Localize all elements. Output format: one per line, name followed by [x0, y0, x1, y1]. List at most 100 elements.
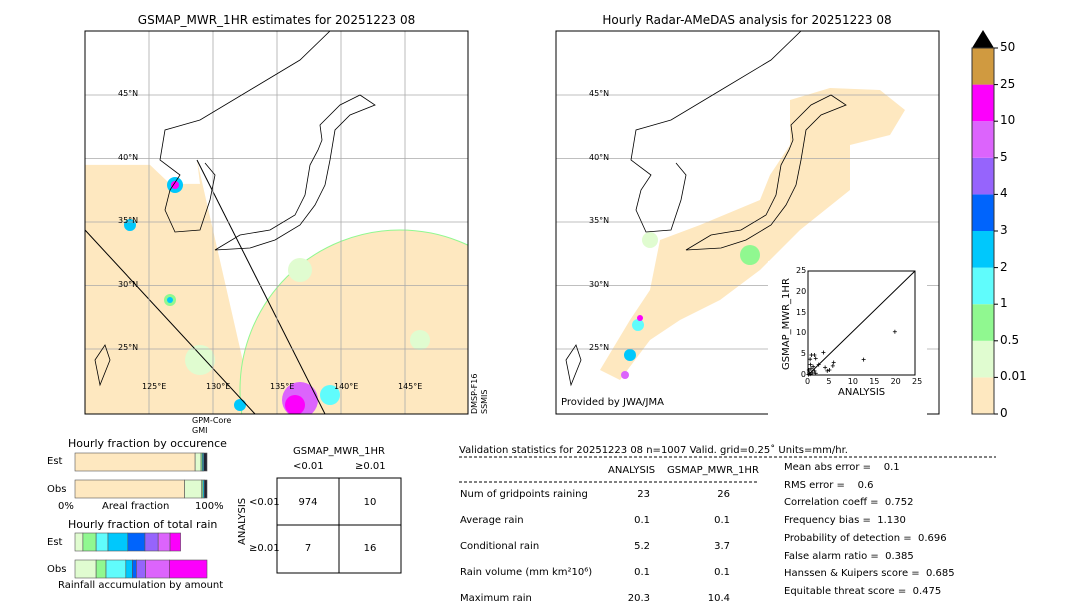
swath-label-gpm: GPM-Core GMI [192, 416, 232, 435]
score-line: RMS error = 0.6 [784, 479, 874, 491]
rain-obs-segment [125, 559, 133, 579]
score-line: Hanssen & Kuipers score = 0.685 [784, 568, 955, 580]
scatter-ytick: 15 [796, 307, 807, 317]
right-map-title: Hourly Radar-AMeDAS analysis for 2025122… [602, 13, 892, 27]
colorbar-tick-label: 25 [1000, 76, 1016, 91]
stats-row-label: Maximum rain [460, 593, 532, 604]
scatter-ytick: 5 [800, 349, 806, 359]
cell-00: 974 [298, 497, 318, 508]
scatter-ytick: 20 [796, 286, 807, 296]
colorbar-segment [972, 48, 994, 85]
occ-xlabel: Areal fraction [102, 501, 170, 512]
colorbar-tick-label: 10 [1000, 113, 1016, 128]
map-body [556, 31, 939, 387]
colorbar-segment [972, 377, 994, 414]
swath-edge [196, 159, 326, 414]
colorbar-tick-label: 5 [1000, 149, 1008, 164]
lon-label: 140°E [334, 382, 359, 391]
stats-row-analysis: 0.1 [634, 567, 650, 578]
rain-est-segment [82, 532, 97, 552]
colorbar-segment [972, 157, 994, 195]
rain-cell [288, 258, 312, 282]
coastline-japan [685, 94, 847, 251]
coastline-asia [159, 31, 331, 233]
rain-cell [410, 330, 430, 350]
occ-tick-100: 100% [195, 501, 224, 512]
scatter-xtick: 15 [869, 377, 880, 386]
cell-01: 10 [363, 497, 377, 508]
lat-label: 45°N [118, 89, 139, 98]
rain-obs-segment [169, 559, 208, 579]
scatter-point [830, 363, 835, 368]
coastline-taiwan [565, 344, 582, 387]
score-line: Mean abs error = 0.1 [784, 462, 900, 473]
scatter-ylabel: GSMAP_MWR_1HR [781, 278, 792, 370]
colorbar-segment [972, 340, 994, 378]
occ-tick-0: 0% [58, 501, 74, 512]
lat-label: 40°N [589, 152, 610, 162]
lat-label: 40°N [118, 152, 139, 162]
rain-est-segment [169, 532, 181, 552]
scatter-point [808, 357, 813, 362]
rain-cell [637, 315, 643, 321]
lat-label: 45°N [589, 89, 610, 98]
scatter-xtick: 20 [890, 377, 901, 386]
stats-row-gsmap: 3.7 [714, 541, 730, 552]
stats-row-analysis: 5.2 [634, 541, 650, 552]
coastline-japan [214, 94, 376, 251]
colorbar-segment [972, 267, 994, 305]
rain-cell [642, 232, 658, 248]
occurrence-title: Hourly fraction by occurence [68, 437, 227, 450]
swath-edge [85, 229, 256, 414]
lon-label: 125°E [142, 382, 167, 391]
rain-obs-segment [145, 559, 170, 579]
scatter-point [808, 362, 813, 367]
stats-row-label: Num of gridpoints raining [460, 489, 588, 500]
scatter-point [831, 360, 836, 365]
score-line: Equitable threat score = 0.475 [784, 585, 942, 597]
rain-est-segment [144, 532, 159, 552]
stats-row-label: Conditional rain [460, 541, 540, 552]
occurrence-est-segment [74, 452, 196, 472]
colorbar-tick-label: 3 [1000, 223, 1008, 237]
rain-est-segment [74, 532, 84, 552]
stats-row-gsmap: 26 [717, 489, 730, 500]
colorbar-segment [972, 231, 994, 268]
colorbar-tick-label: 50 [1000, 40, 1016, 54]
scatter-point [892, 329, 897, 334]
left-map-title: GSMAP_MWR_1HR estimates for 20251223 08 [137, 13, 416, 27]
scatter-point [827, 368, 832, 373]
scatter-point [806, 372, 811, 377]
colorbar-extend-arrow [972, 30, 994, 48]
colorbar-segment [972, 304, 994, 341]
rain-xlabel: Rainfall accumulation by amount [58, 580, 224, 591]
rain-obs-label: Obs [47, 564, 67, 575]
lon-label: 145°E [398, 382, 423, 391]
map-body [85, 31, 468, 414]
rain-cell [621, 371, 629, 379]
scatter-point [812, 368, 817, 373]
scatter-xtick: 25 [912, 377, 923, 386]
occurrence-est-segment [203, 452, 208, 472]
scatter-point [861, 357, 866, 362]
coastline-asia [630, 31, 802, 233]
colorbar-tick-label: 4 [1000, 186, 1008, 201]
stats-row-analysis: 0.1 [634, 515, 650, 526]
rain-cell [234, 399, 246, 411]
contingency-col-1: ≥0.01 [355, 461, 386, 472]
analysis-coverage [600, 88, 905, 380]
lon-label: 135°E [270, 382, 295, 391]
coastline-taiwan [94, 344, 111, 387]
total-rain-title: Hourly fraction of total rain [68, 518, 218, 531]
map-frame [84, 30, 469, 415]
scatter-xtick: 0 [805, 377, 811, 386]
rain-obs-segment [74, 559, 97, 579]
colorbar-tick-label: 1 [1000, 296, 1008, 311]
rain-obs-segment [136, 559, 146, 579]
scatter-point [825, 368, 830, 373]
rain-cell [320, 385, 340, 405]
map-frame [555, 30, 940, 415]
occ-obs-label: Obs [47, 484, 67, 495]
scatter-ytick: 0 [800, 370, 806, 379]
